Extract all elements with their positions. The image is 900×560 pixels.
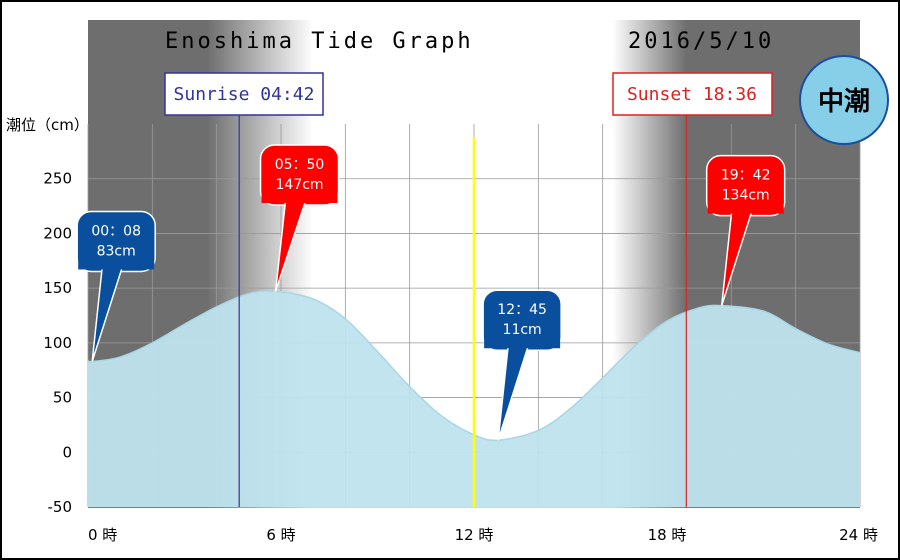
x-tick-label: 0 時	[88, 526, 117, 544]
high-tide-callout: 19：42 134cm	[705, 154, 786, 306]
tide-type-label: 中潮	[818, 87, 870, 117]
tide-callouts: 00：08 83cm 05：50 147cm 12：45 11cm 19：42 134cm	[76, 144, 786, 441]
y-tick-label: 0	[62, 443, 72, 461]
sunset-label: Sunset 18:36	[627, 84, 757, 105]
x-axis-ticks: 0 時 6 時 12 時 18 時 24 時	[88, 526, 878, 544]
y-tick-label: -50	[48, 498, 73, 516]
tide-area	[88, 291, 860, 507]
callout-level: 11cm	[503, 322, 542, 338]
x-tick-label: 24 時	[839, 526, 878, 544]
y-axis-ticks: -50 0 50 100 150 200 250	[43, 170, 72, 516]
chart-date: 2016/5/10	[628, 29, 774, 54]
sunset-label-box: Sunset 18:36	[612, 72, 773, 116]
callout-time: 12：45	[497, 302, 547, 318]
callout-level: 147cm	[276, 177, 324, 193]
sunrise-label: Sunrise 04:42	[174, 84, 315, 105]
x-tick-label: 12 時	[455, 526, 494, 544]
y-tick-label: 150	[43, 279, 72, 297]
callout-time: 05：50	[275, 157, 325, 173]
y-tick-label: 200	[43, 224, 72, 242]
high-tide-callout: 05：50 147cm	[259, 144, 340, 292]
low-tide-callout: 00：08 83cm	[76, 210, 156, 362]
callout-time: 19：42	[721, 168, 771, 184]
y-tick-label: 50	[53, 389, 72, 407]
x-tick-label: 18 時	[648, 526, 687, 544]
callout-level: 134cm	[722, 188, 770, 204]
sunrise-label-box: Sunrise 04:42	[164, 72, 324, 116]
chart-title: Enoshima Tide Graph	[165, 29, 474, 54]
x-tick-label: 6 時	[266, 526, 295, 544]
tide-line	[88, 290, 860, 442]
low-tide-callout: 12：45 11cm	[482, 289, 562, 441]
y-axis-label: 潮位（cm）	[6, 116, 89, 134]
callout-time: 00：08	[91, 223, 141, 239]
y-tick-label: 100	[43, 334, 72, 352]
y-tick-label: 250	[43, 170, 72, 188]
tide-type-badge: 中潮	[799, 55, 889, 145]
callout-level: 83cm	[97, 243, 136, 259]
